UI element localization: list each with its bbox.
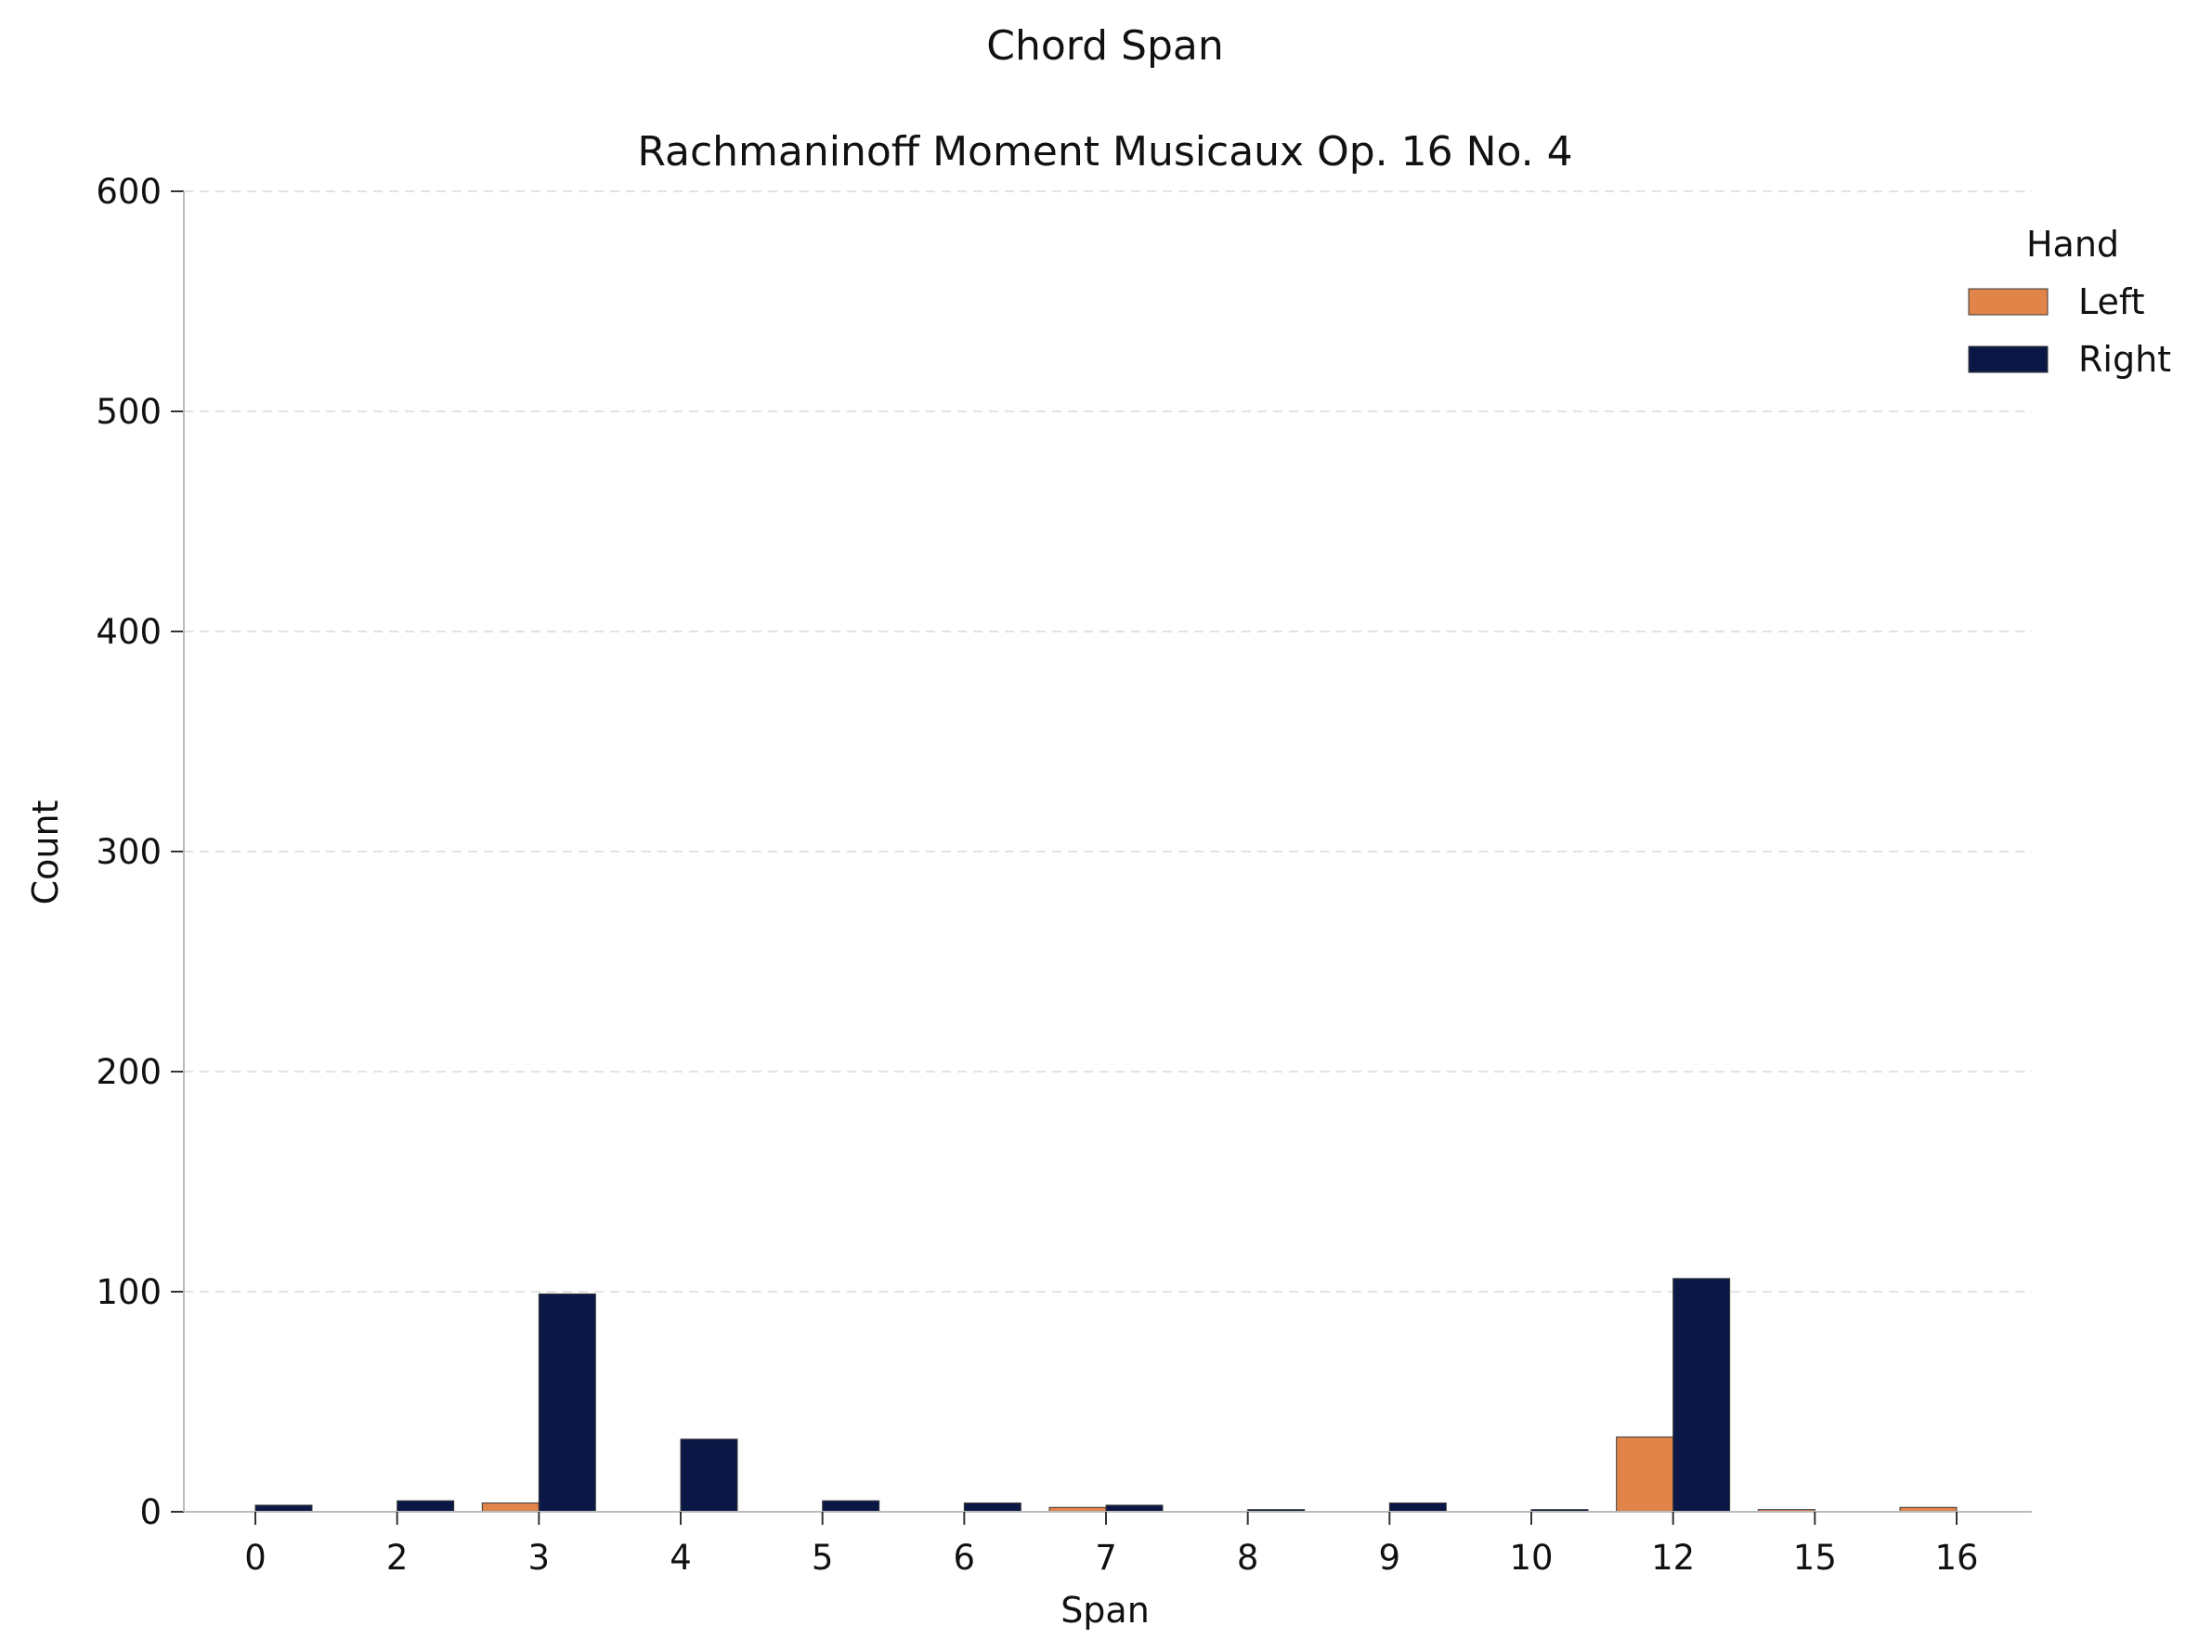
y-tick-label: 500	[96, 392, 162, 432]
bar-left-12	[1616, 1436, 1674, 1513]
legend-label-right: Right	[2078, 339, 2171, 380]
gridlines	[184, 190, 2032, 1293]
legend-swatch-left	[1968, 288, 2049, 316]
bar-right-9	[1388, 1502, 1447, 1513]
x-tick-label: 8	[1237, 1538, 1259, 1578]
x-tick-label: 0	[244, 1538, 267, 1578]
bar-right-12	[1672, 1278, 1731, 1513]
x-tick-label: 9	[1379, 1538, 1401, 1578]
y-tick-label: 600	[96, 172, 162, 212]
bar-right-3	[538, 1293, 596, 1513]
x-tick-label: 2	[386, 1538, 409, 1578]
legend: Hand Left Right	[1968, 224, 2171, 380]
x-tick-label: 6	[954, 1538, 976, 1578]
bar-right-0	[254, 1504, 313, 1513]
bar-right-2	[397, 1500, 455, 1513]
y-tick-label: 300	[96, 832, 162, 872]
x-axis-label: Span	[1060, 1590, 1150, 1631]
chart-subtitle: Rachmaninoff Moment Musicaux Op. 16 No. …	[637, 128, 1572, 176]
y-axis-label: Count	[25, 800, 66, 905]
legend-swatch-right	[1968, 345, 2049, 373]
y-tick-labels: 0 100 200 300 400 500 600	[96, 172, 162, 1532]
legend-label-left: Left	[2078, 281, 2145, 322]
bar-left-3	[481, 1502, 540, 1513]
bar-right-7	[1105, 1504, 1164, 1513]
x-tick-label: 7	[1095, 1538, 1117, 1578]
y-tick-label: 200	[96, 1052, 162, 1092]
x-tick-label: 4	[670, 1538, 692, 1578]
bar-right-6	[963, 1502, 1021, 1513]
axes	[171, 190, 2032, 1525]
x-tick-label: 10	[1509, 1538, 1553, 1578]
y-tick-label: 400	[96, 612, 162, 652]
bar-right-5	[822, 1500, 880, 1513]
y-tick-label: 0	[139, 1492, 162, 1532]
x-tick-label: 16	[1934, 1538, 1978, 1578]
legend-title: Hand	[2026, 224, 2119, 265]
x-tick-labels: 0 2 3 4 5 6 7 8 9 10 12 15 16	[244, 1538, 1978, 1578]
x-tick-label: 5	[812, 1538, 834, 1578]
x-tick-label: 12	[1651, 1538, 1695, 1578]
y-tick-label: 100	[96, 1272, 162, 1312]
bars	[254, 1278, 1958, 1513]
chart-title: Chord Span	[986, 22, 1223, 70]
x-tick-label: 3	[528, 1538, 551, 1578]
x-tick-label: 15	[1793, 1538, 1837, 1578]
bar-right-4	[680, 1438, 738, 1513]
